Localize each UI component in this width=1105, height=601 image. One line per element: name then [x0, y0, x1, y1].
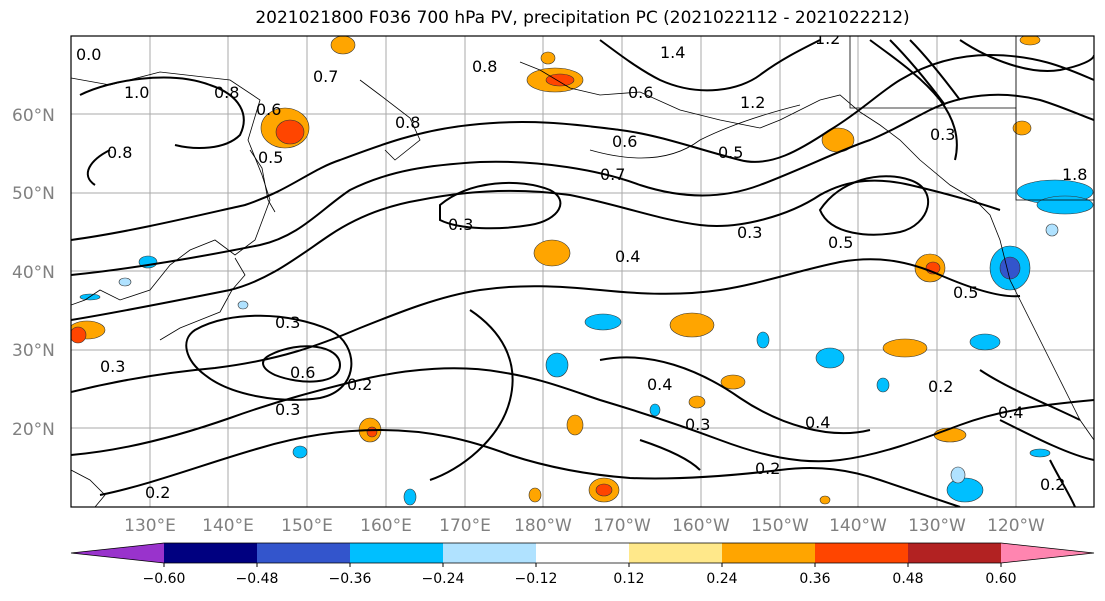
lon-label: 130°E — [124, 516, 176, 536]
colorbar: −0.60 −0.48 −0.36 −0.24 −0.12 0.12 0.24 0.36 0.4… — [70, 542, 1095, 587]
colorbar-segment — [908, 543, 1001, 563]
colorbar-tick-label: −0.36 — [329, 571, 372, 587]
colorbar-tick-label: −0.24 — [422, 571, 465, 587]
lon-label: 150°E — [281, 516, 333, 536]
colorbar-tick-label: −0.60 — [143, 571, 186, 587]
contour-label: 0.8 — [214, 83, 239, 102]
colorbar-segment — [815, 543, 908, 563]
contour-label: 1.2 — [740, 93, 765, 112]
contour-label: 0.2 — [755, 459, 780, 478]
colorbar-tick-label: 0.60 — [985, 571, 1016, 587]
colorbar-segment — [722, 543, 815, 563]
contour-label: 0.3 — [737, 223, 762, 242]
colorbar-tick-label: 0.12 — [613, 571, 644, 587]
map-frame — [70, 35, 1095, 508]
colorbar-tick-label: 0.36 — [799, 571, 830, 587]
lon-label: 140°W — [829, 516, 887, 536]
contour-label: 0.3 — [930, 125, 955, 144]
contour-label: 0.3 — [275, 400, 300, 419]
colorbar-segment — [536, 543, 629, 563]
contour-label: 0.2 — [1040, 475, 1065, 494]
contour-label: 0.6 — [628, 83, 653, 102]
contour-labels: 0.7 0.8 0.8 0.6 0.5 1.0 0.8 0.8 0.6 0.6 … — [76, 29, 1087, 502]
lat-label: 30°N — [12, 341, 55, 361]
lon-label: 160°W — [672, 516, 730, 536]
lon-label: 160°E — [360, 516, 412, 536]
contour-label: 0.7 — [600, 165, 625, 184]
lat-label: 20°N — [12, 420, 55, 440]
contour-label: 0.6 — [256, 100, 281, 119]
colorbar-segment — [71, 543, 164, 563]
contour-label: 0.8 — [395, 113, 420, 132]
colorbar-segment — [629, 543, 722, 563]
contour-label: 0.4 — [805, 413, 830, 432]
contour-label: 0.8 — [472, 57, 497, 76]
colorbar-segment — [164, 543, 257, 563]
contour-label: 0.4 — [615, 247, 640, 266]
colorbar-segment — [350, 543, 443, 563]
lon-label: 150°W — [751, 516, 809, 536]
lon-label: 120°W — [987, 516, 1045, 536]
contour-label: 0.2 — [145, 483, 170, 502]
contour-label: 0.5 — [953, 283, 978, 302]
colorbar-tick-label: −0.12 — [515, 571, 558, 587]
contour-label: 0.8 — [107, 143, 132, 162]
map-title: 2021021800 F036 700 hPa PV, precipitatio… — [255, 8, 910, 28]
longitude-labels: 130°E 140°E 150°E 160°E 170°E 180°W 170°… — [124, 516, 1045, 536]
colorbar-tick-label: 0.48 — [892, 571, 923, 587]
contour-label: 0.3 — [275, 313, 300, 332]
contour-label: 0.5 — [258, 148, 283, 167]
contour-label: 0.5 — [828, 233, 853, 252]
lon-label: 130°W — [908, 516, 966, 536]
contour-label: 1.0 — [124, 83, 149, 102]
contour-label: 0.2 — [347, 375, 372, 394]
contour-label: 0.0 — [76, 45, 101, 64]
lat-label: 40°N — [12, 263, 55, 283]
precip-shading — [71, 36, 1094, 506]
contour-label: 0.3 — [100, 357, 125, 376]
colorbar-segment — [1001, 543, 1094, 563]
contour-label: 1.2 — [815, 29, 840, 48]
lat-label: 50°N — [12, 184, 55, 204]
pv-contours — [71, 39, 1094, 507]
lon-label: 170°W — [593, 516, 651, 536]
contour-label: 0.7 — [313, 67, 338, 86]
lon-label: 180°W — [514, 516, 572, 536]
contour-label: 0.2 — [928, 377, 953, 396]
contour-label: 1.4 — [660, 43, 685, 62]
contour-label: 1.8 — [1062, 165, 1087, 184]
lon-label: 170°E — [439, 516, 491, 536]
colorbar-segment — [257, 543, 350, 563]
contour-label: 0.6 — [612, 132, 637, 151]
lat-label: 60°N — [12, 106, 55, 126]
colorbar-tick-label: 0.24 — [706, 571, 737, 587]
colorbar-tick-label: −0.48 — [236, 571, 279, 587]
latitude-labels: 60°N 50°N 40°N 30°N 20°N — [12, 106, 55, 440]
coastlines — [71, 36, 1094, 507]
contour-label: 0.3 — [448, 215, 473, 234]
contour-label: 0.3 — [685, 415, 710, 434]
lon-label: 140°E — [202, 516, 254, 536]
contour-label: 0.5 — [718, 143, 743, 162]
contour-label: 0.4 — [647, 375, 672, 394]
contour-label: 0.6 — [290, 363, 315, 382]
contour-label: 0.4 — [998, 403, 1023, 422]
colorbar-segment — [443, 543, 536, 563]
